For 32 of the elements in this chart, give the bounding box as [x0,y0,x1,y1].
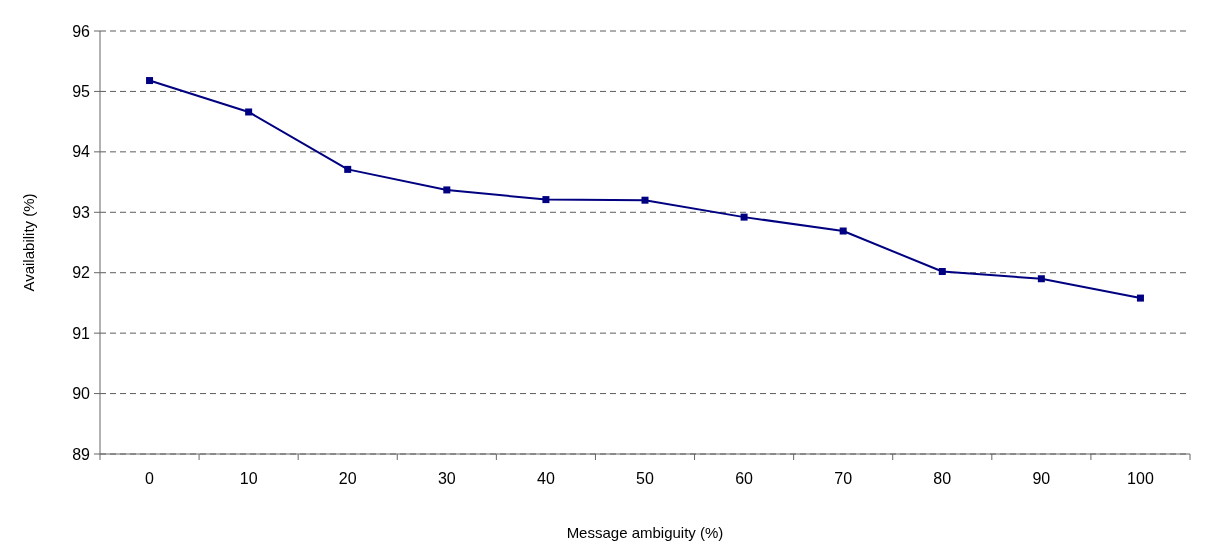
point [146,77,154,85]
x-tick-label: 0 [145,470,155,487]
x-tick-label: 30 [437,470,456,487]
point [1037,275,1045,283]
point [641,196,649,204]
x-tick-label: 50 [636,470,654,487]
y-tick-label: 93 [72,203,91,221]
y-tick-label: 96 [72,22,91,40]
point [1136,294,1144,302]
x-tick-label: 40 [537,470,555,487]
y-tick-label: 92 [72,264,91,282]
y-tick-label: 95 [72,83,91,101]
y-tick-label: 90 [72,385,91,403]
x-tick-label: 20 [338,470,357,487]
point [740,213,748,221]
x-tick-label: 70 [834,470,853,487]
x-tick-label: 80 [933,470,952,487]
y-tick-label: 91 [72,324,91,342]
x-tick-label: 100 [1127,470,1154,487]
x-axis-title: Message ambiguity (%) [566,524,724,541]
y-axis-title: Availability (%) [20,193,37,292]
x-tick-label: 90 [1032,470,1051,487]
point [245,108,253,116]
point [344,165,352,173]
point [839,227,847,235]
y-tick-label: 94 [72,143,91,161]
x-tick-label: 60 [735,470,754,487]
point [542,196,550,204]
point [443,186,451,194]
y-tick-label: 89 [72,445,91,463]
point [938,268,946,276]
x-tick-label: 10 [239,470,258,487]
